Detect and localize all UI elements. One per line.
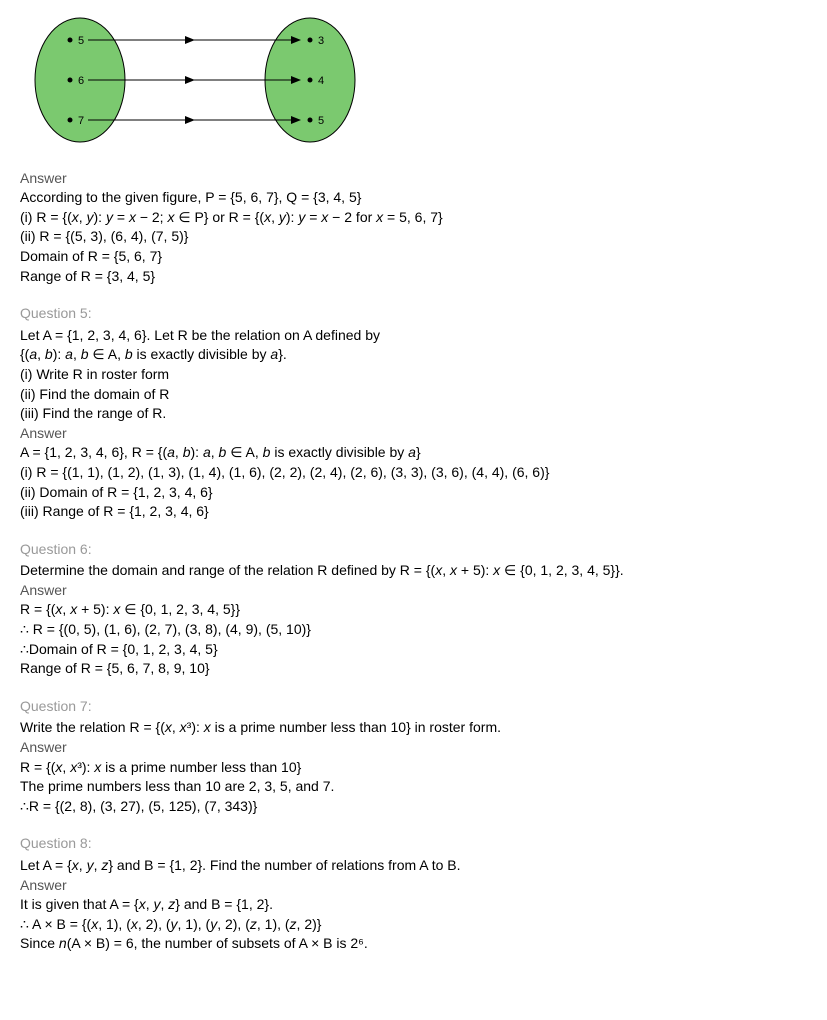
text-line: ∴R = {(2, 8), (3, 27), (5, 125), (7, 343… (20, 797, 807, 817)
text-line: R = {(x, x + 5): x ∈ {0, 1, 2, 3, 4, 5}} (20, 600, 807, 620)
text-line: (ii) R = {(5, 3), (6, 4), (7, 5)} (20, 227, 807, 247)
question-heading: Question 5: (20, 304, 807, 324)
text-line: According to the given figure, P = {5, 6… (20, 188, 807, 208)
svg-text:5: 5 (318, 115, 324, 127)
question-heading: Question 7: (20, 697, 807, 717)
svg-text:4: 4 (318, 75, 324, 87)
question-heading: Question 8: (20, 834, 807, 854)
text-line: (i) R = {(x, y): y = x − 2; x ∈ P} or R … (20, 208, 807, 228)
text-line: ∴ R = {(0, 5), (1, 6), (2, 7), (3, 8), (… (20, 620, 807, 640)
answer-heading: Answer (20, 424, 807, 444)
text-line: Domain of R = {5, 6, 7} (20, 247, 807, 267)
text-line: Write the relation R = {(x, x³): x is a … (20, 718, 807, 738)
text-line: {(a, b): a, b ∈ A, b is exactly divisibl… (20, 345, 807, 365)
q5-block: Question 5: Let A = {1, 2, 3, 4, 6}. Let… (20, 304, 807, 522)
q6-block: Question 6: Determine the domain and ran… (20, 540, 807, 679)
svg-text:7: 7 (78, 115, 84, 127)
text-line: ∴Domain of R = {0, 1, 2, 3, 4, 5} (20, 640, 807, 660)
answer-heading: Answer (20, 738, 807, 758)
svg-text:6: 6 (78, 75, 84, 87)
text-line: The prime numbers less than 10 are 2, 3,… (20, 777, 807, 797)
mapping-diagram: 5 6 7 3 4 5 (20, 10, 807, 161)
q7-block: Question 7: Write the relation R = {(x, … (20, 697, 807, 817)
svg-text:5: 5 (78, 35, 84, 47)
mapping-svg: 5 6 7 3 4 5 (20, 10, 370, 155)
text-line: Range of R = {5, 6, 7, 8, 9, 10} (20, 659, 807, 679)
text-line: (i) R = {(1, 1), (1, 2), (1, 3), (1, 4),… (20, 463, 807, 483)
q8-block: Question 8: Let A = {x, y, z} and B = {1… (20, 834, 807, 954)
text-line: Let A = {1, 2, 3, 4, 6}. Let R be the re… (20, 326, 807, 346)
text-line: It is given that A = {x, y, z} and B = {… (20, 895, 807, 915)
text-line: (i) Write R in roster form (20, 365, 807, 385)
text-line: (ii) Domain of R = {1, 2, 3, 4, 6} (20, 483, 807, 503)
answer-heading: Answer (20, 169, 807, 189)
text-line: Let A = {x, y, z} and B = {1, 2}. Find t… (20, 856, 807, 876)
text-line: A = {1, 2, 3, 4, 6}, R = {(a, b): a, b ∈… (20, 443, 807, 463)
text-line: Range of R = {3, 4, 5} (20, 267, 807, 287)
answer-heading: Answer (20, 581, 807, 601)
text-line: Since n(A × B) = 6, the number of subset… (20, 934, 807, 954)
answer-heading: Answer (20, 876, 807, 896)
q4-answer-block: Answer According to the given figure, P … (20, 169, 807, 287)
text-line: Determine the domain and range of the re… (20, 561, 807, 581)
text-line: ∴ A × B = {(x, 1), (x, 2), (y, 1), (y, 2… (20, 915, 807, 935)
text-line: (iii) Range of R = {1, 2, 3, 4, 6} (20, 502, 807, 522)
svg-text:3: 3 (318, 35, 324, 47)
text-line: (ii) Find the domain of R (20, 385, 807, 405)
text-line: R = {(x, x³): x is a prime number less t… (20, 758, 807, 778)
question-heading: Question 6: (20, 540, 807, 560)
text-line: (iii) Find the range of R. (20, 404, 807, 424)
